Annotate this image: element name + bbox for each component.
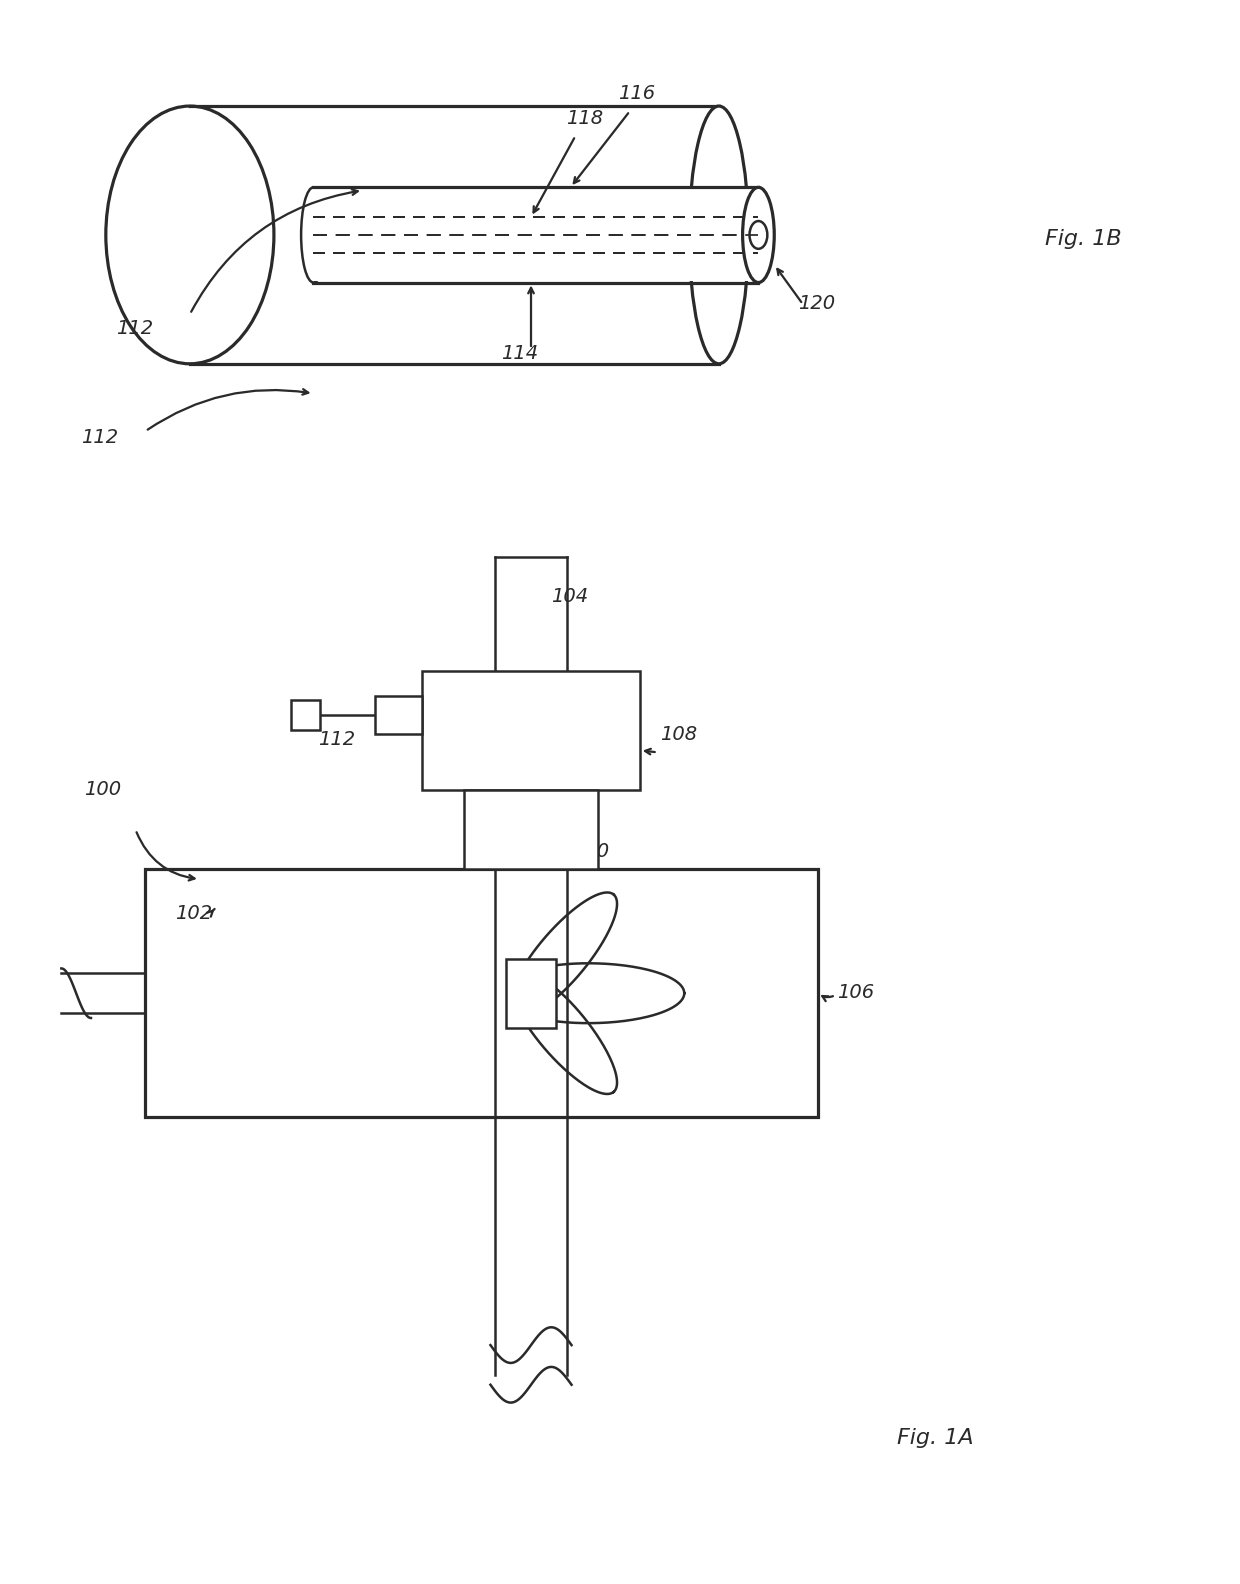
Text: 118: 118 [565,109,603,128]
Bar [506,958,556,1028]
Text: 100: 100 [84,779,122,798]
Text: 104: 104 [551,586,588,605]
Text: 114: 114 [501,344,538,363]
Ellipse shape [301,187,326,282]
Ellipse shape [689,106,749,364]
Text: 120: 120 [573,843,610,862]
Text: 102: 102 [175,904,212,923]
Bar [314,190,759,280]
Bar [290,700,320,730]
Text: 106: 106 [837,984,874,1003]
Bar [374,695,423,733]
Text: 112: 112 [115,318,153,337]
Bar [423,672,640,790]
Ellipse shape [743,187,774,282]
Text: 112: 112 [81,428,118,447]
Text: 116: 116 [618,84,655,103]
Bar [464,790,598,870]
Bar [145,870,817,1117]
Text: 112: 112 [319,730,356,749]
Text: 110: 110 [420,695,458,714]
Text: Fig. 1B: Fig. 1B [1045,228,1122,249]
Text: 108: 108 [660,725,697,744]
Text: 120: 120 [799,295,835,314]
Text: Fig. 1A: Fig. 1A [897,1429,973,1448]
